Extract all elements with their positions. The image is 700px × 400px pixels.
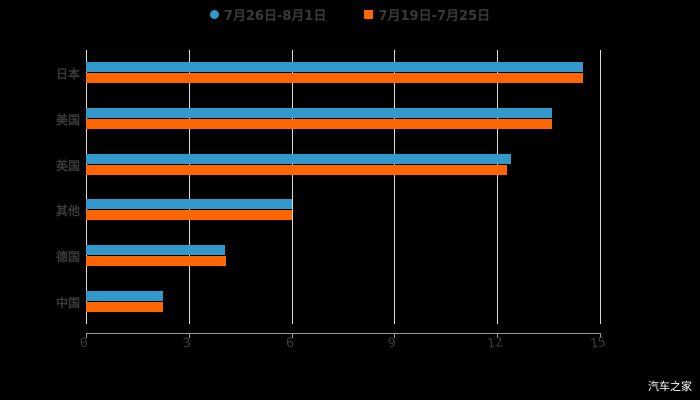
- legend-label: 7月19日-7月25日: [378, 8, 491, 24]
- bar-series-0[interactable]: [86, 291, 164, 301]
- x-tick: [189, 333, 190, 338]
- bar-series-1[interactable]: [86, 118, 553, 129]
- legend-square-icon: [364, 9, 374, 19]
- plot-area: [86, 50, 601, 324]
- x-tick: [600, 333, 601, 338]
- chart-legend: 7月26日-8月1日 7月19日-7月25日: [0, 4, 700, 24]
- bar-series-0[interactable]: [86, 199, 292, 210]
- x-tick-label: 6: [285, 335, 295, 352]
- x-tick-label: 15: [589, 334, 607, 353]
- gridline: [497, 50, 498, 324]
- gridline: [292, 50, 293, 324]
- bar-series-0[interactable]: [86, 153, 511, 164]
- x-axis-line: [86, 333, 600, 334]
- legend-item-series-0[interactable]: 7月26日-8月1日: [209, 5, 327, 24]
- x-tick-label: 9: [387, 335, 397, 352]
- bar-series-1[interactable]: [86, 164, 508, 175]
- x-tick-label: 0: [79, 335, 89, 352]
- x-tick: [86, 333, 87, 338]
- x-tick-label: 3: [182, 335, 192, 352]
- bar-series-0[interactable]: [86, 62, 583, 72]
- bar-series-0[interactable]: [86, 107, 553, 118]
- x-tick: [394, 333, 395, 338]
- category-label: 中国: [55, 296, 80, 310]
- bar-series-1[interactable]: [86, 302, 164, 312]
- bar-series-1[interactable]: [86, 73, 583, 83]
- legend-item-series-1[interactable]: 7月19日-7月25日: [364, 5, 490, 24]
- bar-series-1[interactable]: [86, 210, 292, 221]
- x-tick: [497, 333, 498, 338]
- gridline: [189, 50, 190, 324]
- legend-label: 7月26日-8月1日: [223, 8, 327, 24]
- category-label: 美国: [55, 112, 80, 127]
- legend-circle-icon: [209, 9, 219, 19]
- x-tick-label: 12: [486, 334, 504, 353]
- category-label: 德国: [55, 250, 80, 265]
- category-label: 其他: [55, 204, 80, 219]
- category-label: 日本: [55, 67, 80, 81]
- watermark-logo: 汽车之家: [648, 380, 692, 393]
- gridline: [600, 50, 601, 324]
- gridline: [86, 50, 87, 324]
- gridline: [394, 50, 395, 324]
- x-tick: [292, 333, 293, 338]
- category-label: 英国: [55, 158, 80, 173]
- bar-series-0[interactable]: [86, 245, 225, 256]
- bar-series-1[interactable]: [86, 256, 227, 267]
